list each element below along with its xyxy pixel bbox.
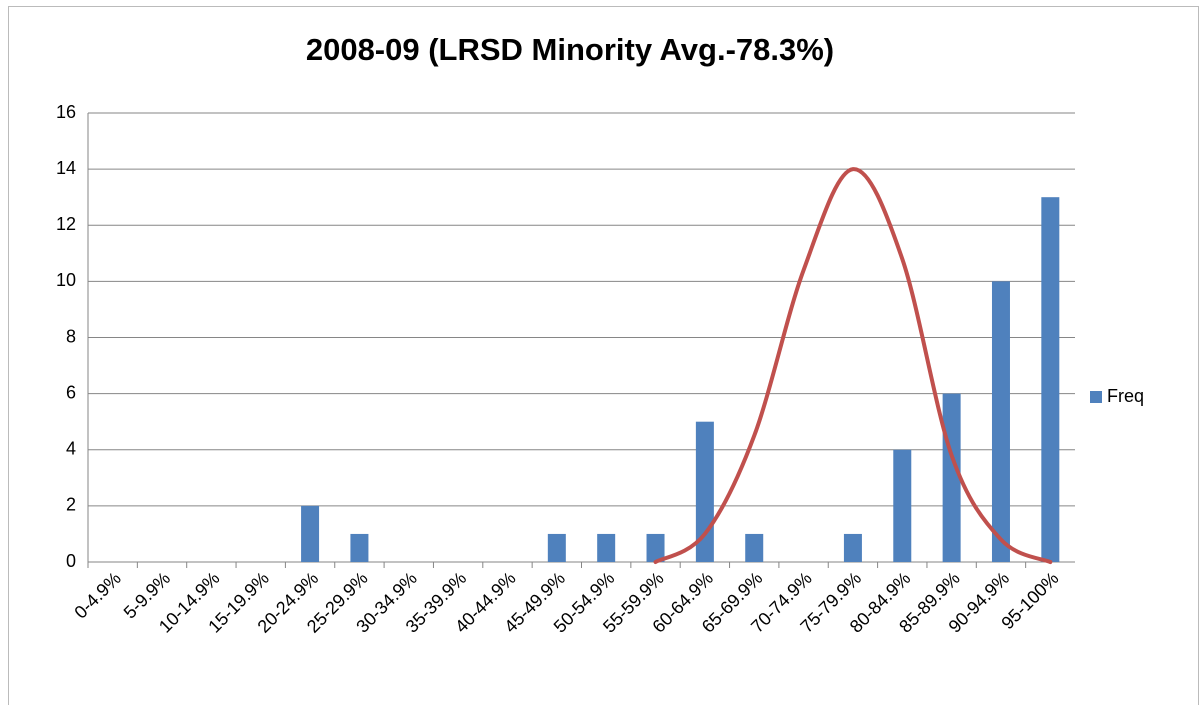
y-tick-label: 12	[56, 214, 76, 234]
x-tick-label: 0-4.9%	[70, 568, 124, 622]
bar	[1041, 197, 1060, 562]
y-tick-label: 14	[56, 158, 76, 178]
y-tick-label: 10	[56, 270, 76, 290]
y-tick-label: 0	[66, 551, 76, 571]
bar	[547, 533, 566, 562]
bar	[893, 449, 912, 562]
y-tick-label: 2	[66, 495, 76, 515]
legend-swatch	[1090, 391, 1102, 403]
chart-title: 2008-09 (LRSD Minority Avg.-78.3%)	[306, 32, 834, 67]
bar	[597, 533, 616, 562]
y-tick-label: 6	[66, 382, 76, 402]
bar	[991, 281, 1010, 562]
curve	[653, 167, 1053, 564]
bar	[745, 533, 764, 562]
y-tick-label: 8	[66, 326, 76, 346]
chart-frame	[8, 6, 1199, 710]
bar	[843, 533, 862, 562]
legend-label: Freq	[1107, 386, 1144, 406]
bar	[301, 505, 320, 562]
bar	[942, 393, 961, 562]
y-tick-label: 16	[56, 102, 76, 122]
bar	[646, 533, 665, 562]
y-tick-label: 4	[66, 439, 76, 459]
bar	[350, 533, 369, 562]
